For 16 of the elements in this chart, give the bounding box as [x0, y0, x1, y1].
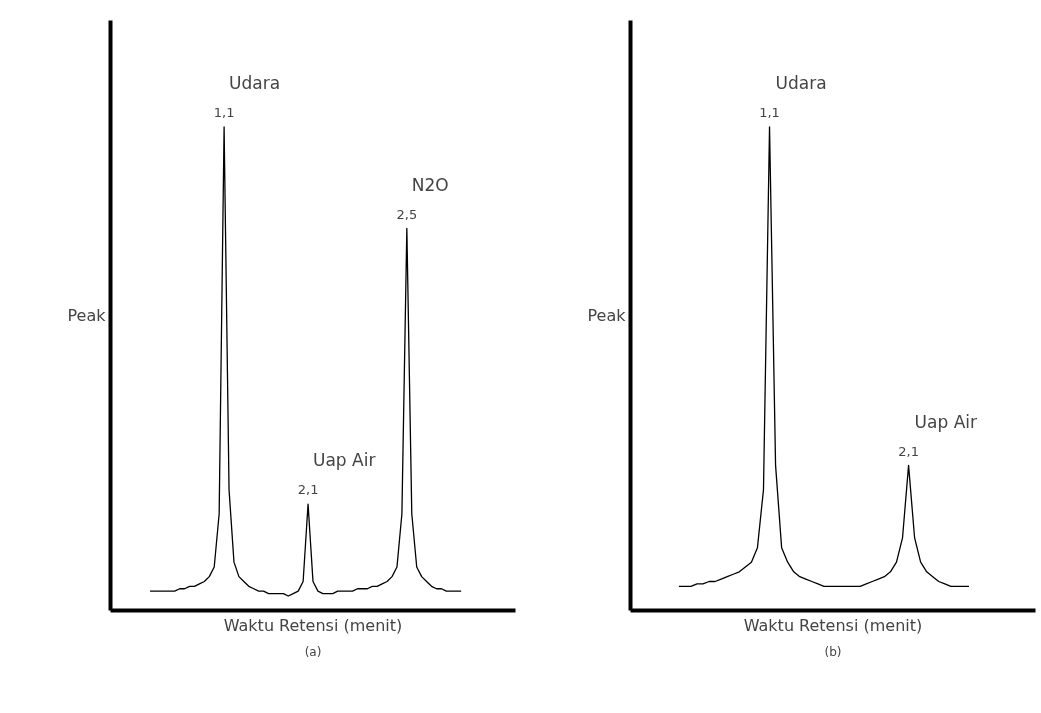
text: 1,1: [213, 105, 235, 121]
annotation: Uap Air: [313, 450, 376, 471]
text: 1,1: [759, 105, 780, 121]
annotation: N2O: [411, 174, 449, 195]
annotation: 2,1: [898, 443, 919, 459]
x-axis-title: Waktu Retensi (menit): [743, 615, 923, 635]
annotation: 2,5: [396, 206, 418, 222]
x-axis-title: Waktu Retensi (menit): [223, 615, 403, 635]
y-axis-title: Peak: [587, 306, 627, 325]
annotation: Uap Air: [914, 411, 978, 432]
text: Udara: [229, 73, 281, 94]
text: (a): [304, 644, 322, 659]
text: Udara: [775, 73, 827, 94]
annotation: 2,1: [297, 482, 319, 498]
y-axis-title: Peak: [67, 306, 107, 325]
text: (b): [824, 644, 842, 659]
